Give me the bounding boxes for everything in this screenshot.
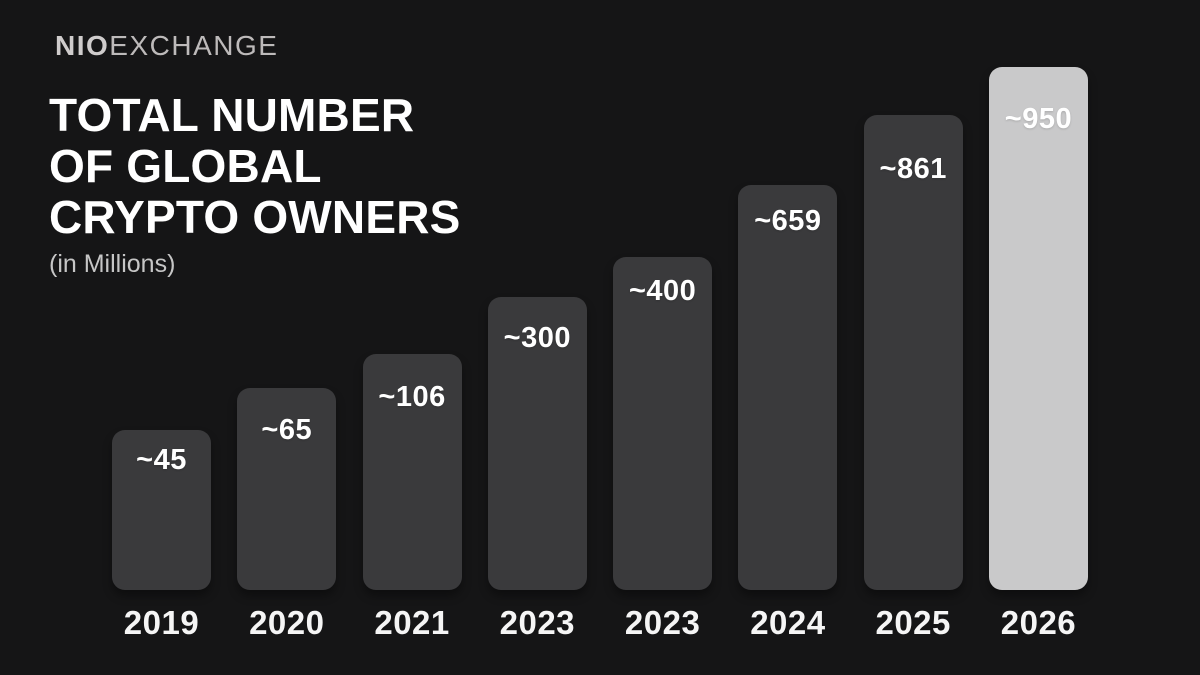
bar: ~106 — [362, 354, 462, 590]
bar: ~300 — [487, 297, 587, 590]
bar-value-label: ~65 — [261, 414, 313, 446]
bar-column-2024-5: ~659 2024 — [738, 67, 838, 645]
bar-value-label: ~861 — [879, 153, 947, 185]
x-axis-year-label: 2024 — [750, 604, 826, 641]
bar: ~861 — [863, 115, 963, 590]
bar-value-label: ~45 — [136, 444, 187, 476]
bar-value-label: ~659 — [754, 205, 822, 237]
x-axis-year-label: 2020 — [249, 604, 325, 641]
bar-chart: ~45 2019 ~65 2020 ~106 2021 ~300 2023 ~4… — [112, 67, 1088, 645]
chart-title-line-2: OF GLOBAL — [49, 140, 322, 192]
bar-column-2025-6: ~861 2025 — [863, 67, 963, 645]
x-axis-year-label: 2019 — [123, 604, 200, 641]
x-axis-year-label: 2026 — [1000, 604, 1077, 641]
bar-column-2019-0: ~45 2019 — [112, 67, 211, 645]
chart-title: TOTAL NUMBER OF GLOBAL CRYPTO OWNERS — [49, 90, 461, 243]
brand-logo-exchange: EXCHANGE — [109, 30, 279, 61]
x-axis-year-label: 2023 — [624, 604, 701, 641]
bar: ~400 — [613, 257, 713, 590]
bar-value-label: ~400 — [628, 275, 697, 307]
bar-value-label: ~300 — [503, 322, 571, 354]
bar-column-2026-7: ~950 2026 — [988, 67, 1088, 645]
brand-logo: NIOEXCHANGE — [55, 30, 278, 62]
chart-title-line-3: CRYPTO OWNERS — [49, 191, 461, 243]
bar: ~65 — [237, 388, 337, 590]
bar-value-label: ~950 — [1004, 103, 1073, 135]
bar: ~950 — [988, 67, 1088, 590]
x-axis-year-label: 2021 — [374, 604, 450, 641]
chart-subtitle: (in Millions) — [49, 250, 176, 278]
x-axis-year-label: 2023 — [499, 604, 576, 641]
bar-column-2020-1: ~65 2020 — [237, 67, 337, 645]
bar-column-2023-3: ~300 2023 — [487, 67, 587, 645]
bar-column-2023-4: ~400 2023 — [613, 67, 713, 645]
brand-logo-nio: NIO — [55, 30, 110, 61]
bar-value-label: ~106 — [378, 381, 446, 413]
bar: ~659 — [738, 185, 838, 590]
bar: ~45 — [112, 430, 211, 590]
bar-column-2021-2: ~106 2021 — [362, 67, 462, 645]
x-axis-year-label: 2025 — [875, 604, 951, 641]
chart-title-line-1: TOTAL NUMBER — [49, 89, 415, 141]
